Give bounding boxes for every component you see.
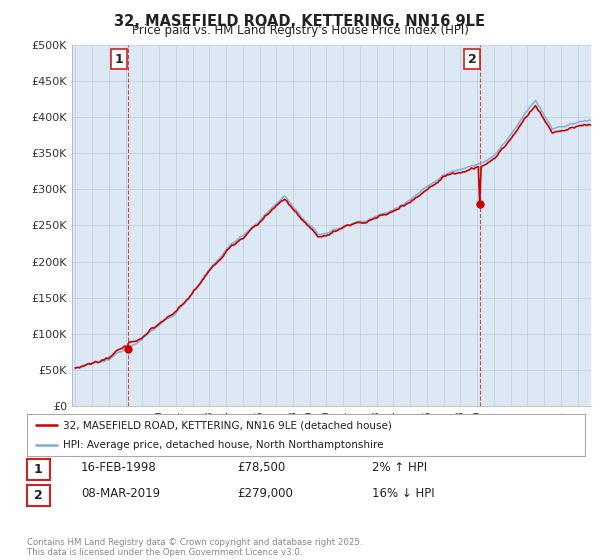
Text: £279,000: £279,000 (237, 487, 293, 501)
Point (476, 200, 485, 209)
Text: 2: 2 (467, 53, 476, 66)
Text: £78,500: £78,500 (237, 461, 285, 474)
Text: 32, MASEFIELD ROAD, KETTERING, NN16 9LE (detached house): 32, MASEFIELD ROAD, KETTERING, NN16 9LE … (63, 421, 392, 430)
Text: 16% ↓ HPI: 16% ↓ HPI (372, 487, 434, 501)
Text: HPI: Average price, detached house, North Northamptonshire: HPI: Average price, detached house, Nort… (63, 441, 384, 450)
Text: Contains HM Land Registry data © Crown copyright and database right 2025.
This d: Contains HM Land Registry data © Crown c… (27, 538, 362, 557)
Text: 32, MASEFIELD ROAD, KETTERING, NN16 9LE: 32, MASEFIELD ROAD, KETTERING, NN16 9LE (115, 14, 485, 29)
Point (123, 345, 133, 354)
Text: 2% ↑ HPI: 2% ↑ HPI (372, 461, 427, 474)
Text: 2: 2 (34, 489, 43, 502)
Text: 1: 1 (34, 463, 43, 476)
Text: 1: 1 (115, 53, 124, 66)
Text: 08-MAR-2019: 08-MAR-2019 (81, 487, 160, 501)
Text: Price paid vs. HM Land Registry's House Price Index (HPI): Price paid vs. HM Land Registry's House … (131, 24, 469, 36)
Text: 16-FEB-1998: 16-FEB-1998 (81, 461, 157, 474)
